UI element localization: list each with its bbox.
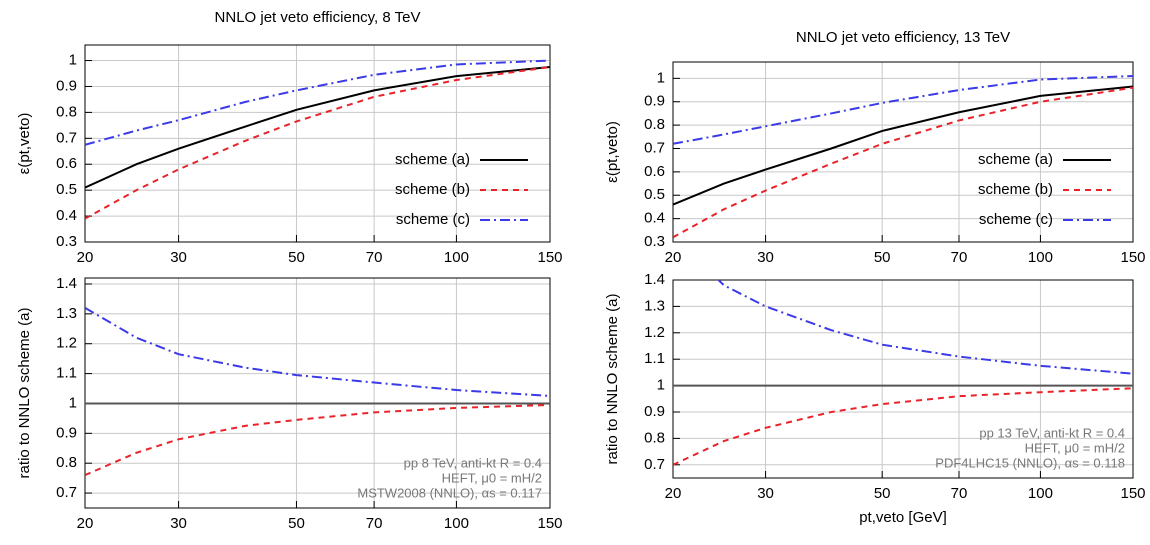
y-tick-label: 1 [69, 52, 77, 69]
y-tick-label: 0.9 [644, 403, 665, 420]
x-tick-label: 20 [665, 249, 682, 266]
annotation: MSTW2008 (NNLO), αs = 0.117 [357, 485, 542, 500]
x-tick-label: 100 [444, 515, 469, 532]
y-tick-label: 1.1 [644, 350, 665, 367]
y-axis-label: ε(pt,veto) [604, 121, 621, 183]
legend-label: scheme (b) [978, 181, 1053, 198]
y-tick-label: 0.8 [644, 116, 665, 133]
y-axis-label: ratio to NNLO scheme (a) [604, 294, 621, 465]
series-line [85, 66, 550, 189]
series-line [85, 307, 550, 397]
y-tick-label: 1.4 [644, 271, 665, 288]
x-tick-label: 20 [77, 515, 94, 532]
annotation: pp 8 TeV, anti-kt R = 0.4 [404, 455, 542, 470]
legend-label: scheme (c) [979, 211, 1053, 228]
plot-frame [672, 61, 1134, 243]
annotation: PDF4LHC15 (NNLO), αs = 0.118 [935, 455, 1125, 470]
y-tick-label: 1.4 [56, 275, 77, 292]
y-tick-label: 0.8 [644, 429, 665, 446]
x-axis-label: pt,veto [GeV] [859, 509, 947, 526]
legend-label: scheme (c) [396, 211, 470, 228]
y-tick-label: 0.8 [56, 454, 77, 471]
x-tick-label: 30 [170, 515, 187, 532]
y-tick-label: 0.7 [644, 139, 665, 156]
y-tick-label: 1.3 [56, 305, 77, 322]
plot-frame [84, 277, 551, 509]
x-tick-label: 20 [77, 249, 94, 266]
plot-frame [672, 279, 1134, 479]
annotation: pp 13 TeV, anti-kt R = 0.4 [979, 425, 1125, 440]
y-tick-label: 0.7 [644, 456, 665, 473]
y-tick-label: 1 [657, 69, 665, 86]
x-tick-label: 70 [951, 485, 968, 502]
legend-label: scheme (b) [395, 181, 470, 198]
y-tick-label: 0.5 [644, 186, 665, 203]
x-tick-label: 150 [1120, 249, 1145, 266]
x-tick-label: 20 [665, 485, 682, 502]
series-line [716, 280, 1133, 375]
x-tick-label: 150 [537, 515, 562, 532]
y-tick-label: 0.5 [56, 181, 77, 198]
y-axis-label: ratio to NNLO scheme (a) [16, 308, 33, 479]
y-tick-label: 0.7 [56, 129, 77, 146]
x-tick-label: 70 [951, 249, 968, 266]
x-tick-label: 100 [1028, 485, 1053, 502]
y-tick-label: 1.3 [644, 297, 665, 314]
y-tick-label: 0.6 [644, 163, 665, 180]
x-tick-label: 50 [874, 485, 891, 502]
x-tick-label: 50 [874, 249, 891, 266]
y-tick-label: 1.2 [644, 324, 665, 341]
y-tick-label: 0.9 [644, 93, 665, 110]
x-tick-label: 50 [288, 249, 305, 266]
annotation: HEFT, μ0 = mH/2 [442, 470, 542, 485]
y-tick-label: 0.6 [56, 155, 77, 172]
x-tick-label: 70 [366, 515, 383, 532]
x-tick-label: 150 [537, 249, 562, 266]
legend-label: scheme (a) [395, 151, 470, 168]
series-line [673, 75, 1133, 145]
x-tick-label: 30 [170, 249, 187, 266]
x-tick-label: 30 [757, 249, 774, 266]
y-tick-label: 1 [69, 394, 77, 411]
x-tick-label: 100 [444, 249, 469, 266]
series-line [673, 86, 1133, 239]
y-tick-label: 0.9 [56, 424, 77, 441]
legend-label: scheme (a) [978, 151, 1053, 168]
x-tick-label: 30 [757, 485, 774, 502]
series-line [673, 85, 1133, 206]
y-tick-label: 0.7 [56, 484, 77, 501]
x-tick-label: 100 [1028, 249, 1053, 266]
series-line [85, 66, 550, 220]
y-axis-label: ε(pt,veto) [16, 113, 33, 175]
y-tick-label: 1.1 [56, 365, 77, 382]
x-tick-label: 50 [288, 515, 305, 532]
y-tick-label: 1.2 [56, 335, 77, 352]
x-tick-label: 70 [366, 249, 383, 266]
series-line [85, 59, 550, 146]
annotation: HEFT, μ0 = mH/2 [1025, 440, 1125, 455]
y-tick-label: 0.3 [56, 233, 77, 250]
y-tick-label: 0.9 [56, 77, 77, 94]
y-tick-label: 0.3 [644, 233, 665, 250]
y-tick-label: 0.4 [644, 210, 665, 227]
chart-title: NNLO jet veto efficiency, 8 TeV [215, 9, 421, 26]
y-tick-label: 0.4 [56, 207, 77, 224]
x-tick-label: 150 [1120, 485, 1145, 502]
chart-title: NNLO jet veto efficiency, 13 TeV [796, 29, 1010, 46]
y-tick-label: 1 [657, 377, 665, 394]
plot-frame [84, 44, 551, 243]
y-tick-label: 0.8 [56, 103, 77, 120]
series-line [673, 387, 1133, 466]
series-line [85, 403, 550, 477]
